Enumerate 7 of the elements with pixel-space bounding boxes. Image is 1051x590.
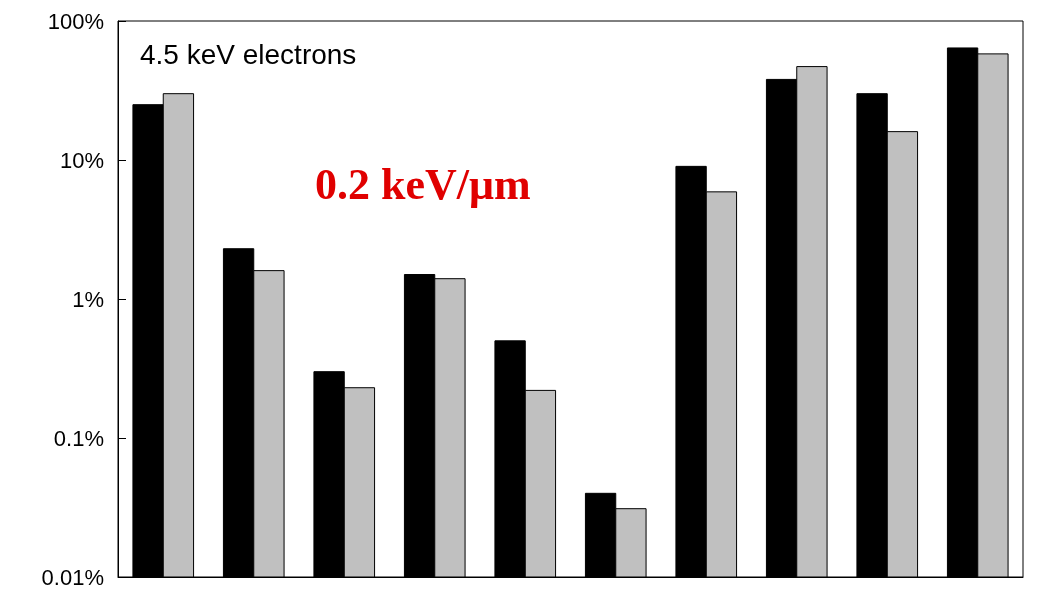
y-tick-label: 100%: [47, 8, 104, 34]
y-tick-label: 0.1%: [53, 425, 104, 451]
y-tick-label: 0.01%: [41, 564, 104, 590]
annotation: 4.5 keV electrons: [140, 38, 357, 70]
annotation: 0.2 keV/μm: [315, 159, 531, 209]
y-tick-label: 1%: [72, 286, 104, 312]
y-tick-label: 10%: [59, 147, 104, 173]
